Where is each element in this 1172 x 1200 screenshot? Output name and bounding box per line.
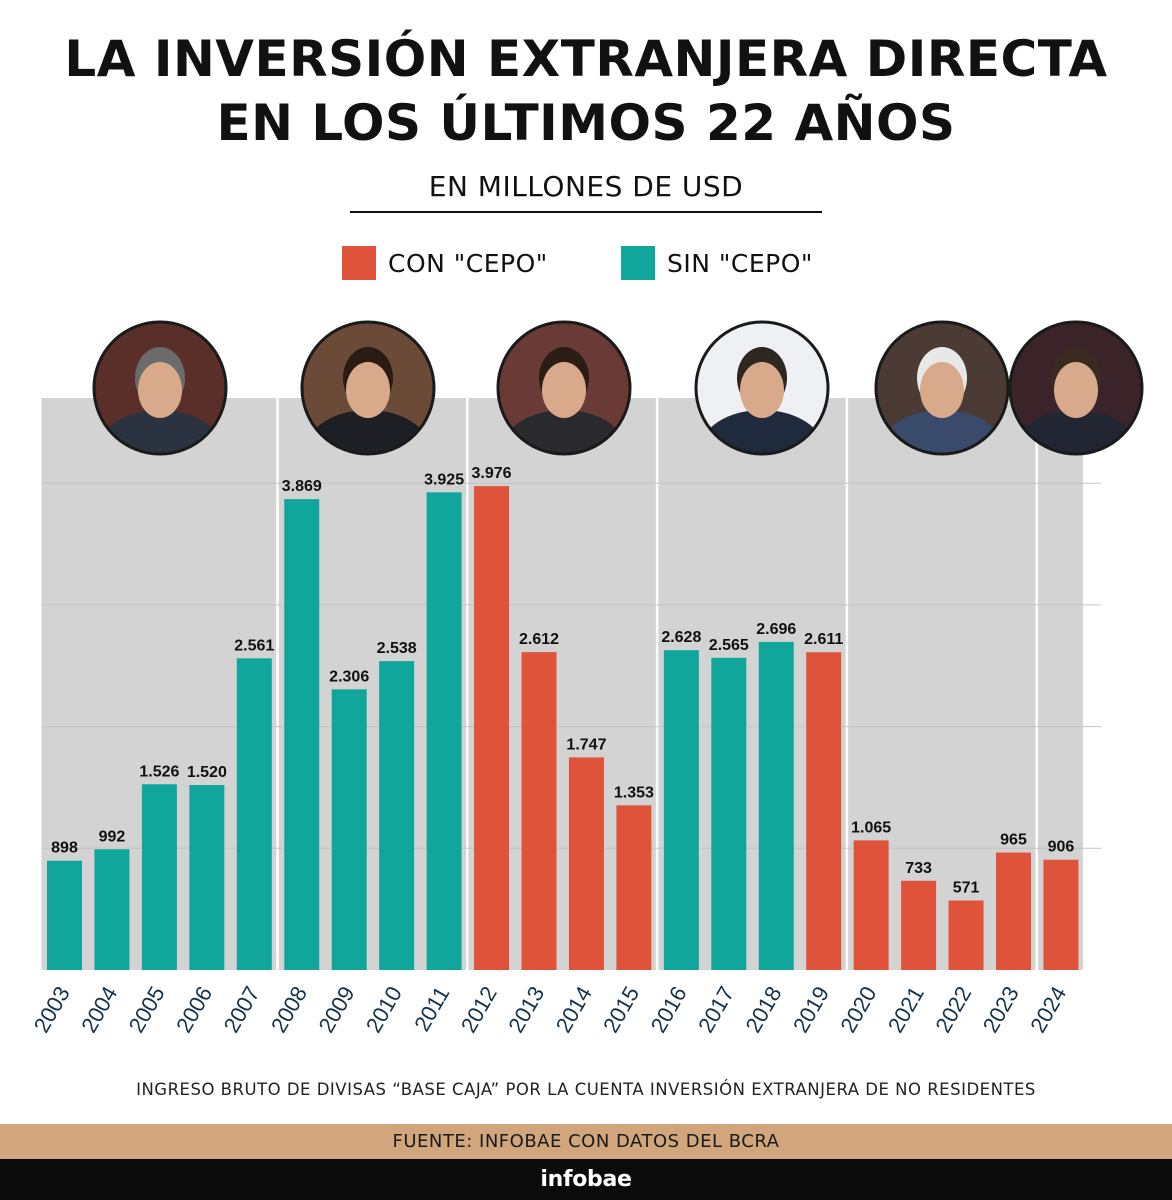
- bar-2007: [236, 658, 272, 970]
- year-label-2011: 2011: [409, 982, 454, 1035]
- value-label-2024: 906: [1048, 839, 1075, 856]
- year-label-2016: 2016: [646, 982, 692, 1037]
- bar-2020: [853, 840, 889, 970]
- year-label-2014: 2014: [551, 982, 597, 1037]
- year-label-2008: 2008: [266, 982, 312, 1037]
- bar-2009: [331, 689, 367, 970]
- bar-2003: [47, 860, 82, 970]
- value-label-2020: 1.065: [851, 819, 891, 836]
- president-portrait-1: [92, 320, 228, 456]
- value-label-2015: 1.353: [614, 784, 654, 801]
- value-label-2004: 992: [99, 828, 126, 845]
- bar-2013: [521, 652, 557, 970]
- bar-2005: [141, 784, 177, 970]
- value-label-2009: 2.306: [329, 668, 369, 685]
- president-portrait-6: [1008, 320, 1144, 456]
- value-label-2016: 2.628: [661, 629, 701, 646]
- value-label-2011: 3.925: [424, 471, 464, 488]
- value-label-2006: 1.520: [187, 764, 227, 781]
- legend-label-sin-cepo: SIN "CEPO": [667, 248, 813, 278]
- bar-2010: [379, 661, 415, 970]
- value-label-2003: 898: [51, 840, 78, 857]
- bar-2006: [189, 785, 225, 970]
- legend-item-sin-cepo: SIN "CEPO": [621, 246, 813, 280]
- year-label-2012: 2012: [456, 982, 502, 1037]
- year-label-2013: 2013: [503, 982, 549, 1037]
- legend-swatch-sin-cepo: [621, 246, 655, 280]
- bar-2021: [901, 880, 937, 970]
- source-bar: FUENTE: INFOBAE CON DATOS DEL BCRA: [0, 1124, 1172, 1159]
- bar-2015: [616, 805, 652, 970]
- year-label-2004: 2004: [76, 982, 122, 1037]
- bar-2011: [426, 492, 462, 970]
- president-portrait-3: [496, 320, 632, 456]
- bar-2023: [996, 852, 1031, 970]
- year-label-2015: 2015: [598, 982, 644, 1037]
- year-label-2009: 2009: [313, 982, 359, 1037]
- bar-2022: [948, 900, 984, 970]
- year-label-2005: 2005: [124, 982, 170, 1037]
- bar-2016: [663, 650, 699, 970]
- year-label-2024: 2024: [1025, 982, 1071, 1037]
- footnote: INGRESO BRUTO DE DIVISAS “BASE CAJA” POR…: [136, 1080, 1036, 1099]
- year-label-2003: 2003: [29, 982, 75, 1037]
- value-label-2007: 2.561: [234, 637, 274, 654]
- value-label-2013: 2.612: [519, 631, 559, 648]
- president-portrait-5: [874, 320, 1010, 456]
- title-line-1: LA INVERSIÓN EXTRANJERA DIRECTA: [64, 30, 1108, 88]
- president-portrait-4: [694, 320, 830, 456]
- value-label-2005: 1.526: [139, 763, 179, 780]
- legend-swatch-con-cepo: [342, 246, 376, 280]
- bar-2014: [568, 757, 604, 970]
- subtitle-underline: [350, 211, 822, 213]
- year-label-2017: 2017: [693, 982, 739, 1037]
- president-portrait-2: [300, 320, 436, 456]
- bar-chart: 898 2003 992 2004 1.526 2005 1.520 2006 2.561 200…: [29, 320, 1144, 1037]
- bar-2018: [758, 641, 794, 970]
- value-label-2014: 1.747: [566, 736, 606, 753]
- value-label-2008: 3.869: [282, 478, 322, 495]
- year-label-2022: 2022: [930, 982, 976, 1037]
- value-label-2012: 3.976: [472, 465, 512, 482]
- year-label-2021: 2021: [883, 982, 929, 1037]
- year-label-2007: 2007: [219, 982, 265, 1037]
- year-label-2018: 2018: [740, 982, 786, 1037]
- value-label-2019: 2.611: [804, 631, 843, 648]
- title-line-2: EN LOS ÚLTIMOS 22 AÑOS: [216, 94, 956, 152]
- subtitle: EN MILLONES DE USD: [428, 170, 744, 203]
- year-label-2006: 2006: [171, 982, 217, 1037]
- value-label-2018: 2.696: [756, 621, 796, 638]
- year-label-2023: 2023: [978, 982, 1024, 1037]
- brand-logo: infobae: [0, 1159, 1172, 1200]
- legend-item-con-cepo: CON "CEPO": [342, 246, 548, 280]
- year-label-2020: 2020: [835, 982, 881, 1037]
- bar-2008: [284, 499, 320, 970]
- value-label-2021: 733: [905, 860, 932, 877]
- year-label-2019: 2019: [788, 982, 834, 1037]
- year-label-2010: 2010: [361, 982, 407, 1037]
- value-label-2017: 2.565: [709, 637, 749, 654]
- value-label-2023: 965: [1000, 832, 1027, 849]
- bar-2019: [806, 652, 842, 970]
- value-label-2010: 2.538: [377, 640, 417, 657]
- bar-2012: [474, 486, 510, 970]
- bar-2017: [711, 657, 747, 970]
- value-label-2022: 571: [953, 880, 980, 897]
- bar-2004: [94, 849, 130, 970]
- bar-2024: [1043, 859, 1079, 970]
- legend-label-con-cepo: CON "CEPO": [388, 248, 548, 278]
